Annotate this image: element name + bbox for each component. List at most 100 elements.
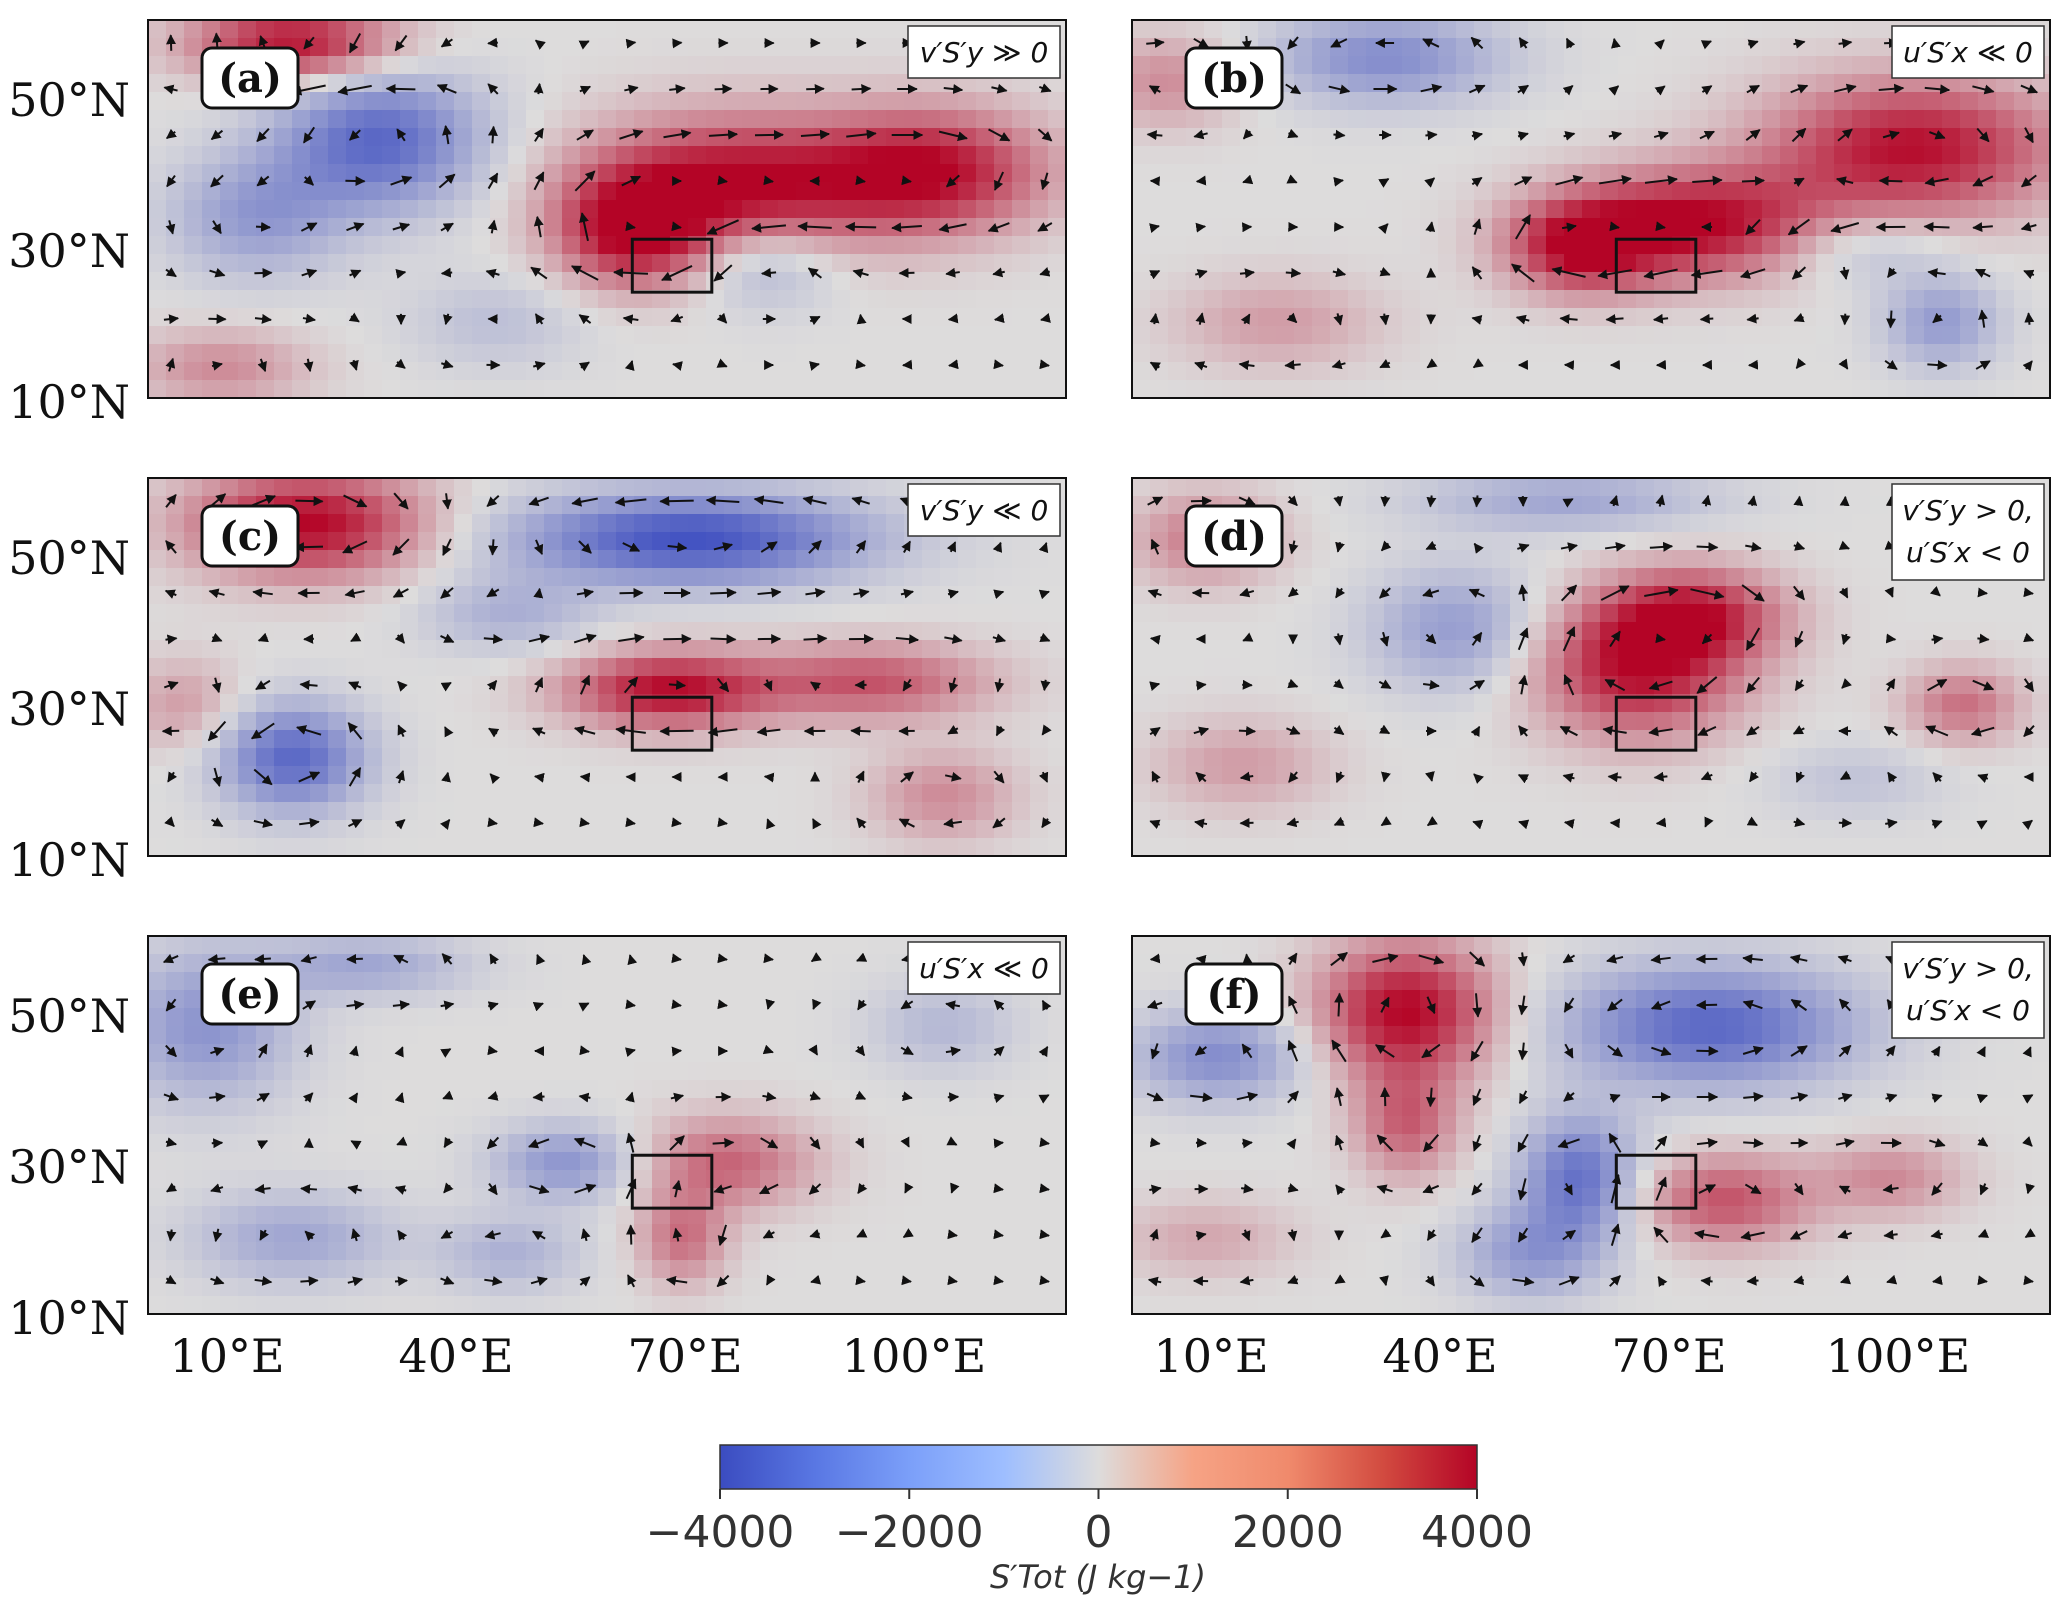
heatmap-cell xyxy=(562,748,581,767)
heatmap-cell xyxy=(1888,164,1907,183)
wind-arrow xyxy=(1517,84,1529,95)
heatmap-cell xyxy=(1708,550,1727,569)
heatmap-cell xyxy=(1672,784,1691,803)
heatmap-cell xyxy=(400,694,419,713)
heatmap-cell xyxy=(1510,514,1529,533)
heatmap-cell xyxy=(1870,514,1889,533)
wind-arrow xyxy=(1972,679,1995,691)
heatmap-cell xyxy=(1618,326,1637,345)
heatmap-cell xyxy=(1744,802,1763,821)
heatmap-cell xyxy=(1222,254,1241,273)
heatmap-cell xyxy=(1348,766,1367,785)
heatmap-cell xyxy=(1834,110,1853,129)
heatmap-cell xyxy=(2032,622,2050,641)
heatmap-cell xyxy=(436,128,455,147)
wind-arrow xyxy=(1792,725,1805,735)
heatmap-cell xyxy=(886,254,905,273)
heatmap-cell xyxy=(1048,200,1066,219)
heatmap-cell xyxy=(760,290,779,309)
heatmap-cell xyxy=(418,20,437,39)
heatmap-cell xyxy=(472,38,491,57)
heatmap-cell xyxy=(1012,362,1031,381)
heatmap-cell xyxy=(1780,20,1799,39)
wind-arrow xyxy=(211,632,223,643)
heatmap-cell xyxy=(1048,712,1066,731)
heatmap-cell xyxy=(418,308,437,327)
heatmap-cell xyxy=(544,532,563,551)
heatmap-cell xyxy=(1600,74,1619,93)
heatmap-cell xyxy=(868,658,887,677)
heatmap-cell xyxy=(1780,146,1799,165)
heatmap-cell xyxy=(1762,308,1781,327)
heatmap-cell xyxy=(634,56,653,75)
heatmap-cell xyxy=(274,254,293,273)
heatmap-cell xyxy=(1186,802,1205,821)
heatmap-cell xyxy=(1672,20,1691,39)
heatmap-cell xyxy=(238,344,257,363)
heatmap-cell xyxy=(634,128,653,147)
heatmap-cell xyxy=(1402,38,1421,57)
heatmap-cell xyxy=(1366,308,1385,327)
heatmap-cell xyxy=(238,110,257,129)
heatmap-cell xyxy=(796,182,815,201)
heatmap-cell xyxy=(1996,290,2015,309)
heatmap-cell xyxy=(1168,748,1187,767)
heatmap-cell xyxy=(814,640,833,659)
wind-arrow xyxy=(1885,678,1896,692)
heatmap-cell xyxy=(1834,254,1853,273)
heatmap-cell xyxy=(1798,622,1817,641)
heatmap-cell xyxy=(1816,658,1835,677)
wind-arrow xyxy=(440,681,452,692)
wind-arrow xyxy=(303,358,314,373)
heatmap-cell xyxy=(184,802,203,821)
heatmap-cell xyxy=(922,110,941,129)
wind-arrow xyxy=(163,84,178,95)
heatmap-cell xyxy=(976,586,995,605)
heatmap-cell xyxy=(1708,236,1727,255)
heatmap-cell xyxy=(508,164,527,183)
heatmap-cell xyxy=(796,20,815,39)
heatmap-cell xyxy=(1510,730,1529,749)
heatmap-cell xyxy=(562,110,581,129)
heatmap-cell xyxy=(166,200,185,219)
heatmap-cell xyxy=(166,532,185,551)
wind-arrow xyxy=(1422,588,1440,598)
heatmap-cell xyxy=(1888,236,1907,255)
heatmap-cell xyxy=(562,622,581,641)
heatmap-cell xyxy=(526,380,545,398)
heatmap-cell xyxy=(850,730,869,749)
heatmap-cell xyxy=(418,110,437,129)
heatmap-cell xyxy=(1312,164,1331,183)
heatmap-cell xyxy=(1048,802,1066,821)
heatmap-cell xyxy=(850,182,869,201)
heatmap-cell xyxy=(1780,326,1799,345)
wind-arrow xyxy=(1518,584,1529,601)
heatmap-cell xyxy=(220,146,239,165)
wind-arrow xyxy=(806,84,825,95)
heatmap-cell xyxy=(706,344,725,363)
heatmap-cell xyxy=(1528,658,1547,677)
heatmap-cell xyxy=(1582,344,1601,363)
heatmap-cell xyxy=(958,146,977,165)
heatmap-cell xyxy=(1636,676,1655,695)
heatmap-cell xyxy=(1420,128,1439,147)
heatmap-cell xyxy=(1492,38,1511,57)
wind-arrow xyxy=(947,724,959,735)
heatmap-cell xyxy=(544,766,563,785)
heatmap-cell xyxy=(1348,164,1367,183)
heatmap-cell xyxy=(1132,254,1151,273)
heatmap-cell xyxy=(418,604,437,623)
heatmap-cell xyxy=(490,254,509,273)
heatmap-cell xyxy=(1048,182,1066,201)
heatmap-cell xyxy=(1942,92,1961,111)
heatmap-cell xyxy=(400,802,419,821)
heatmap-cell xyxy=(868,838,887,856)
wind-arrow xyxy=(1333,313,1344,326)
heatmap-cell xyxy=(1150,568,1169,587)
heatmap-cell xyxy=(1312,272,1331,291)
heatmap-cell xyxy=(652,146,671,165)
heatmap-cell xyxy=(1420,550,1439,569)
heatmap-cell xyxy=(1258,784,1277,803)
heatmap-cell xyxy=(1762,550,1781,569)
